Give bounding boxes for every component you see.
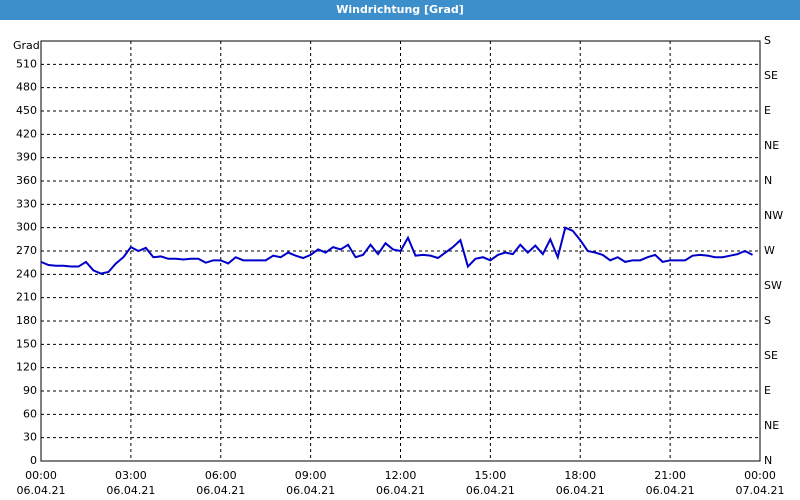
y2-tick-label: NE (764, 419, 779, 432)
y-tick-label: 150 (16, 337, 37, 350)
title-bar (0, 0, 800, 20)
x-tick-date: 06.04.21 (286, 484, 335, 497)
y2-tick-label: NW (764, 209, 783, 222)
y2-tick-label: N (764, 454, 772, 467)
y2-tick-label: E (764, 104, 771, 117)
x-tick-label: 03:00 (115, 469, 147, 482)
x-tick-date: 06.04.21 (466, 484, 515, 497)
y2-tick-label: S (764, 314, 771, 327)
y-tick-label: 240 (16, 267, 37, 280)
y2-tick-label: E (764, 384, 771, 397)
data-line (40, 226, 753, 275)
y2-tick-label: SE (764, 349, 778, 362)
x-tick-date: 06.04.21 (556, 484, 605, 497)
x-tick-date: 06.04.21 (376, 484, 425, 497)
y2-tick-label: NE (764, 139, 779, 152)
x-tick-date: 06.04.21 (106, 484, 155, 497)
x-tick-label: 00:00 (744, 469, 776, 482)
y-tick-label: 420 (16, 127, 37, 140)
y2-tick-label: W (764, 244, 775, 257)
x-tick-date: 07.04.21 (736, 484, 785, 497)
x-tick-label: 15:00 (475, 469, 507, 482)
y-tick-label: 390 (16, 151, 37, 164)
y-tick-label: 360 (16, 174, 37, 187)
y-tick-label: 480 (16, 81, 37, 94)
y-tick-label: 180 (16, 314, 37, 327)
x-tick-date: 06.04.21 (196, 484, 245, 497)
y-tick-label: 0 (30, 454, 37, 467)
y-tick-label: 60 (23, 407, 37, 420)
y-tick-label: 300 (16, 221, 37, 234)
x-tick-label: 06:00 (205, 469, 237, 482)
y-tick-label: 210 (16, 291, 37, 304)
y-tick-label: 90 (23, 384, 37, 397)
x-tick-date: 06.04.21 (646, 484, 695, 497)
chart-title: Windrichtung [Grad] (336, 3, 464, 16)
x-tick-label: 18:00 (564, 469, 596, 482)
y2-tick-label: N (764, 174, 772, 187)
y-tick-label: 510 (16, 57, 37, 70)
y-axis-label: Grad (13, 39, 40, 52)
x-tick-date: 06.04.21 (17, 484, 66, 497)
y2-tick-label: SE (764, 69, 778, 82)
y-tick-label: 270 (16, 244, 37, 257)
x-tick-label: 21:00 (654, 469, 686, 482)
y-tick-label: 120 (16, 361, 37, 374)
y2-tick-label: SW (764, 279, 782, 292)
x-tick-label: 09:00 (295, 469, 327, 482)
x-tick-label: 12:00 (385, 469, 417, 482)
y2-tick-label: S (764, 34, 771, 47)
y-tick-label: 450 (16, 104, 37, 117)
y-tick-label: 30 (23, 431, 37, 444)
x-tick-label: 00:00 (25, 469, 57, 482)
y-tick-label: 330 (16, 197, 37, 210)
